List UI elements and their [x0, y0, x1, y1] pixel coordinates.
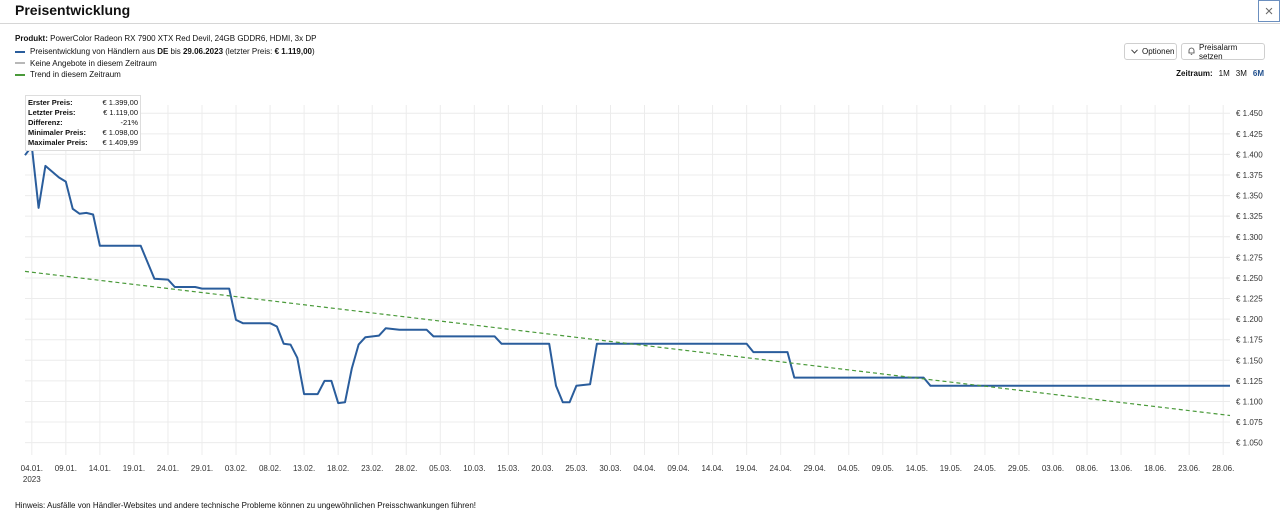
x-tick-label: 04.05. — [838, 464, 860, 473]
y-tick-label: € 1.275 — [1236, 253, 1263, 262]
period-selector: Zeitraum: 1M 3M 6M — [1176, 69, 1264, 78]
legend-no-offers-text: Keine Angebote in diesem Zeitraum — [30, 58, 157, 68]
y-tick-label: € 1.350 — [1236, 192, 1263, 201]
options-label: Optionen — [1142, 47, 1175, 56]
x-tick-label: 28.02. — [395, 464, 417, 473]
product-line: Produkt: PowerColor Radeon RX 7900 XTX R… — [15, 34, 316, 43]
y-tick-label: € 1.050 — [1236, 439, 1263, 448]
product-label: Produkt: — [15, 34, 48, 43]
dialog-title: Preisentwicklung — [15, 2, 131, 18]
x-tick-label: 18.02. — [327, 464, 349, 473]
x-year-label: 2023 — [23, 475, 41, 484]
x-tick-label: 24.01. — [157, 464, 179, 473]
x-tick-label: 05.03. — [429, 464, 451, 473]
period-option-6m[interactable]: 6M — [1252, 69, 1264, 78]
x-tick-label: 13.02. — [293, 464, 315, 473]
x-tick-label: 14.05. — [906, 464, 928, 473]
x-tick-label: 03.02. — [225, 464, 247, 473]
x-tick-label: 08.06. — [1076, 464, 1098, 473]
price-stats-box: Erster Preis: € 1.399,00 Letzter Preis: € … — [25, 95, 141, 151]
x-tick-label: 23.02. — [361, 464, 383, 473]
x-tick-label: 25.03. — [565, 464, 587, 473]
y-tick-label: € 1.100 — [1236, 397, 1263, 406]
dialog-header: Preisentwicklung × — [0, 0, 1280, 24]
bell-icon — [1188, 47, 1195, 57]
x-tick-label: 18.06. — [1144, 464, 1166, 473]
y-tick-label: € 1.450 — [1236, 109, 1263, 118]
x-tick-label: 23.06. — [1178, 464, 1200, 473]
y-tick-label: € 1.150 — [1236, 356, 1263, 365]
x-tick-label: 24.05. — [974, 464, 996, 473]
x-tick-label: 15.03. — [497, 464, 519, 473]
y-axis-ticks: € 1.050 € 1.075 € 1.100 € 1.125 € 1.150 € 1.1… — [1236, 109, 1263, 447]
y-tick-label: € 1.325 — [1236, 212, 1263, 221]
x-tick-label: 04.04. — [633, 464, 655, 473]
y-tick-label: € 1.400 — [1236, 150, 1263, 159]
x-tick-label: 29.05. — [1008, 464, 1030, 473]
x-tick-label: 29.04. — [804, 464, 826, 473]
x-tick-label: 08.02. — [259, 464, 281, 473]
x-tick-label: 04.01. — [21, 464, 43, 473]
price-alarm-label: Preisalarm setzen — [1199, 42, 1238, 61]
period-option-1m[interactable]: 1M — [1218, 69, 1230, 78]
x-tick-label: 30.03. — [599, 464, 621, 473]
y-tick-label: € 1.250 — [1236, 274, 1263, 283]
price-line — [24, 145, 1230, 405]
footer-note: Hinweis: Ausfälle von Händler-Websites u… — [15, 501, 477, 510]
legend-item-no-offers: Keine Angebote in diesem Zeitraum — [15, 58, 315, 70]
legend-swatch-price — [15, 50, 25, 53]
x-tick-label: 29.01. — [191, 464, 213, 473]
stat-min-price: Minimaler Preis: € 1.098,00 — [28, 128, 138, 137]
legend-item-price: Preisentwicklung von Händlern aus DE bis… — [15, 46, 315, 58]
legend-trend-text: Trend in diesem Zeitraum — [30, 70, 121, 80]
y-tick-label: € 1.375 — [1236, 171, 1263, 180]
chart-series — [24, 145, 1231, 417]
y-tick-label: € 1.175 — [1236, 336, 1263, 345]
x-tick-label: 20.03. — [531, 464, 553, 473]
stat-max-price: Maximaler Preis: € 1.409,99 — [28, 138, 138, 147]
x-tick-label: 19.01. — [123, 464, 145, 473]
x-tick-label: 10.03. — [463, 464, 485, 473]
x-axis-ticks: 04.01. 09.01. 14.01. 19.01. 24.01. 29.01. 03.0… — [21, 464, 1235, 484]
legend-price-text: Preisentwicklung von Händlern aus DE bis… — [30, 47, 315, 57]
legend-swatch-trend — [15, 73, 25, 76]
x-tick-label: 09.05. — [872, 464, 894, 473]
legend-item-trend: Trend in diesem Zeitraum — [15, 69, 315, 81]
x-tick-label: 19.04. — [736, 464, 758, 473]
y-tick-label: € 1.225 — [1236, 295, 1263, 304]
period-option-3m[interactable]: 3M — [1235, 69, 1247, 78]
y-tick-label: € 1.300 — [1236, 233, 1263, 242]
price-alarm-button[interactable]: Preisalarm setzen — [1181, 42, 1265, 61]
chart-legend: Preisentwicklung von Händlern aus DE bis… — [15, 46, 315, 81]
stat-difference: Differenz: -21% — [28, 118, 138, 127]
stat-first-price: Erster Preis: € 1.399,00 — [28, 98, 138, 107]
x-tick-label: 24.04. — [770, 464, 792, 473]
x-tick-label: 14.04. — [701, 464, 723, 473]
x-tick-label: 09.01. — [55, 464, 77, 473]
trend-line — [24, 270, 1231, 417]
x-tick-label: 19.05. — [940, 464, 962, 473]
chart-grid — [25, 105, 1230, 455]
period-label: Zeitraum: — [1176, 69, 1213, 78]
y-tick-label: € 1.425 — [1236, 130, 1263, 139]
stat-last-price: Letzter Preis: € 1.119,00 — [28, 108, 138, 117]
y-tick-label: € 1.125 — [1236, 377, 1263, 386]
product-name: PowerColor Radeon RX 7900 XTX Red Devil,… — [50, 34, 317, 43]
x-tick-label: 28.06. — [1212, 464, 1234, 473]
chevron-down-icon — [1131, 47, 1138, 56]
x-tick-label: 03.06. — [1042, 464, 1064, 473]
close-icon: × — [1264, 2, 1274, 20]
y-tick-label: € 1.200 — [1236, 315, 1263, 324]
legend-swatch-no-offers — [15, 62, 25, 65]
y-tick-label: € 1.075 — [1236, 418, 1263, 427]
x-tick-label: 14.01. — [89, 464, 111, 473]
options-button[interactable]: Optionen — [1124, 43, 1177, 60]
x-tick-label: 13.06. — [1110, 464, 1132, 473]
x-tick-label: 09.04. — [667, 464, 689, 473]
